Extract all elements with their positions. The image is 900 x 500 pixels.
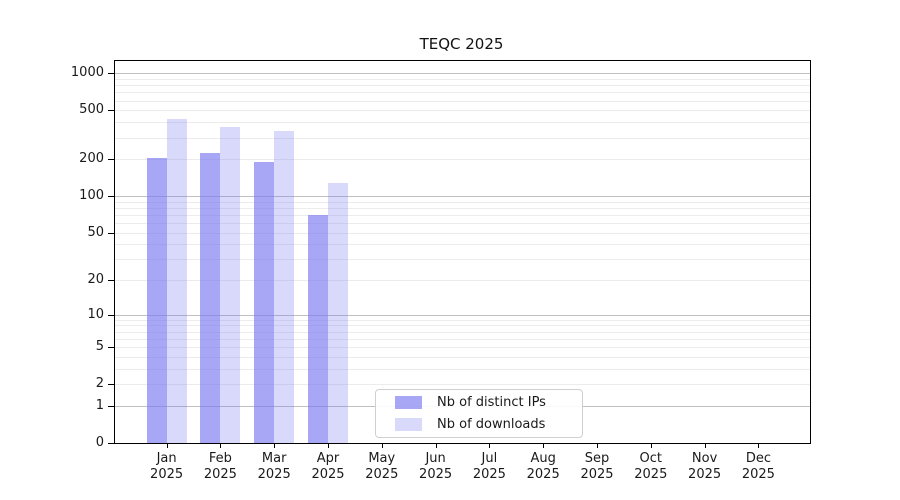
x-axis-tick-label: Feb 2025 (203, 451, 237, 482)
y-gridline-minor (115, 100, 810, 102)
y-axis-tick (108, 196, 115, 198)
y-gridline-minor (115, 244, 810, 246)
y-gridline-minor (115, 110, 810, 112)
y-axis-tick (108, 314, 115, 316)
x-axis-tick (597, 443, 598, 448)
y-gridline-minor (115, 356, 810, 358)
y-gridline-minor (115, 384, 810, 386)
y-axis-tick-label: 1 (95, 397, 104, 413)
bar-downloads-feb (220, 127, 241, 443)
y-gridline-minor (115, 259, 810, 261)
y-axis-tick (108, 159, 115, 161)
y-gridline-minor (115, 201, 810, 203)
x-axis-tick (220, 443, 222, 448)
y-axis-tick (108, 405, 115, 407)
y-axis-tick-label: 0 (95, 435, 104, 450)
y-gridline-major (115, 196, 810, 198)
x-axis-tick-label: Jun 2025 (419, 451, 453, 482)
x-axis-tick (166, 443, 168, 448)
x-axis-tick-label: Jan 2025 (150, 451, 184, 482)
bar-downloads-jan (166, 118, 187, 443)
y-gridline-minor (115, 368, 810, 370)
y-gridline-minor (115, 137, 810, 139)
y-axis-tick (108, 73, 115, 75)
y-axis-tick-label: 500 (79, 102, 104, 118)
x-axis-tick-label: May 2025 (365, 451, 399, 482)
x-axis-tick-label: Apr 2025 (311, 451, 345, 482)
bar-distinct-ips-mar (254, 162, 275, 443)
x-axis-tick (650, 443, 652, 448)
x-axis-tick (435, 443, 437, 448)
y-axis-tick-label: 20 (87, 272, 104, 288)
legend-swatch-downloads-icon (395, 418, 422, 431)
bar-distinct-ips-feb (200, 153, 221, 443)
y-axis-tick (108, 110, 115, 112)
x-axis-tick (543, 443, 545, 448)
bar-downloads-apr (328, 183, 348, 443)
legend-label-distinct-ips: Nb of distinct IPs (437, 395, 546, 410)
plot-area (114, 60, 811, 444)
x-axis-tick-label: Jul 2025 (472, 451, 506, 482)
y-gridline-minor (115, 347, 810, 349)
legend-swatch-distinct-ips-icon (395, 396, 422, 409)
legend-box: Nb of distinct IPs Nb of downloads (375, 389, 583, 438)
y-axis-tick (108, 384, 115, 386)
x-axis-tick-label: Nov 2025 (688, 451, 722, 482)
x-axis-tick-label: Sep 2025 (580, 451, 614, 482)
x-axis-tick (381, 443, 383, 448)
y-axis-tick-label: 50 (87, 224, 104, 240)
y-axis-tick-label: 200 (79, 151, 104, 167)
y-axis-tick (108, 443, 115, 444)
y-gridline-minor (115, 207, 810, 209)
y-gridline-minor (115, 319, 810, 321)
y-gridline-minor (115, 232, 810, 234)
y-axis-tick-label: 10 (87, 306, 104, 322)
x-axis-tick (704, 443, 706, 448)
y-gridline-minor (115, 338, 810, 340)
y-gridline-major (115, 314, 810, 316)
x-axis-tick-label: Dec 2025 (741, 451, 775, 482)
y-axis-tick-label: 100 (79, 188, 104, 204)
y-gridline-minor (115, 92, 810, 94)
y-gridline-minor (115, 122, 810, 124)
x-axis-tick (489, 443, 491, 448)
chart-title: TEQC 2025 (419, 35, 504, 53)
y-gridline-minor (115, 280, 810, 282)
y-gridline-minor (115, 331, 810, 333)
x-axis-tick (758, 443, 760, 448)
x-axis-tick (328, 443, 329, 448)
legend-entry-downloads: Nb of downloads (376, 414, 582, 435)
legend-entry-distinct-ips: Nb of distinct IPs (376, 392, 582, 413)
y-axis-tick-label: 2 (95, 376, 104, 392)
y-axis-tick (108, 280, 115, 282)
x-axis-tick (274, 443, 276, 448)
y-gridline-minor (115, 223, 810, 225)
y-axis-tick-label: 1000 (70, 65, 104, 81)
y-axis-tick (108, 347, 115, 349)
y-gridline-minor (115, 214, 810, 216)
y-gridline-minor (115, 79, 810, 80)
legend-label-downloads: Nb of downloads (437, 417, 546, 432)
bar-distinct-ips-jan (146, 158, 167, 443)
y-gridline-major (115, 73, 810, 75)
y-gridline-minor (115, 325, 810, 327)
x-axis-tick-label: Mar 2025 (257, 451, 291, 482)
y-axis-tick (108, 232, 115, 234)
x-axis-tick-label: Aug 2025 (526, 451, 560, 482)
y-gridline-minor (115, 85, 810, 87)
bar-distinct-ips-apr (308, 214, 328, 443)
x-axis-tick-label: Oct 2025 (634, 451, 668, 482)
bar-downloads-mar (274, 131, 295, 443)
y-gridline-minor (115, 159, 810, 161)
y-axis-tick-label: 5 (95, 339, 104, 355)
